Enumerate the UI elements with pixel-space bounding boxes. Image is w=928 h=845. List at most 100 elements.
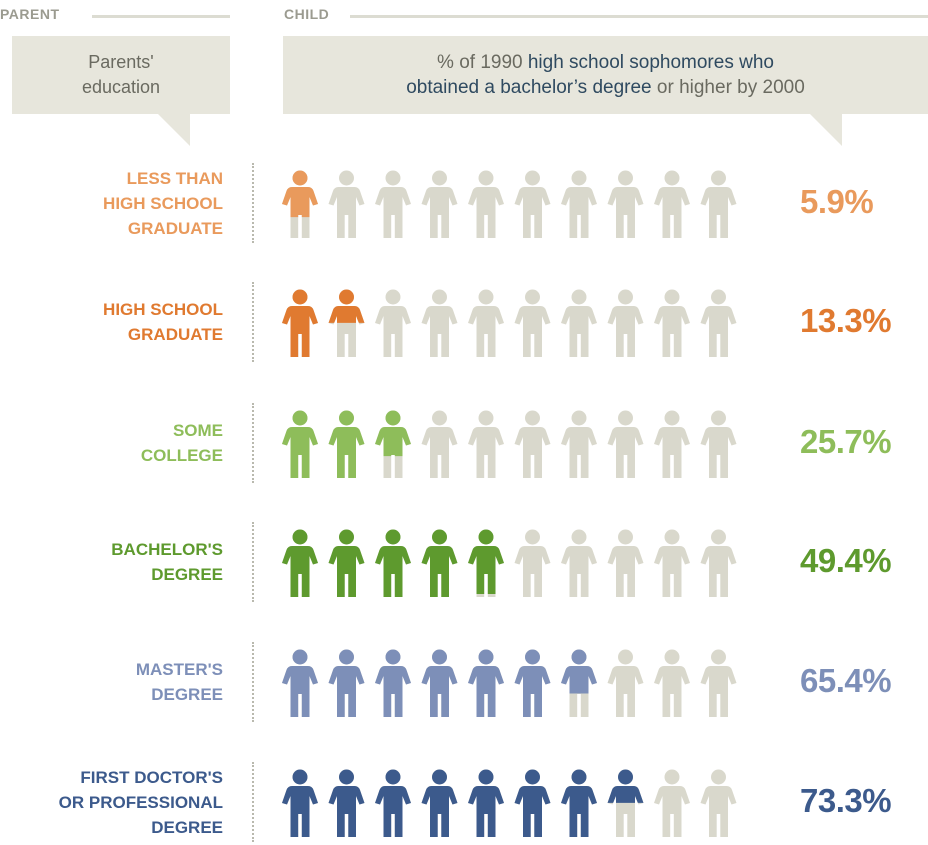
category-label-line: OR PROFESSIONAL (58, 792, 223, 812)
person-icon-fill (421, 649, 458, 717)
person-icon-fill (421, 529, 458, 597)
person-icon (607, 289, 644, 357)
person-icon (282, 410, 318, 478)
row-divider (252, 163, 254, 243)
person-icon (514, 529, 551, 597)
person-icon (514, 289, 551, 357)
icon-row (282, 649, 737, 717)
person-icon (468, 529, 504, 597)
value-label: 65.4% (800, 662, 892, 699)
row-divider (252, 403, 254, 483)
person-icon-fill (328, 289, 365, 323)
person-icon (468, 769, 504, 837)
value-label: 25.7% (800, 423, 892, 460)
person-icon (421, 769, 458, 837)
person-icon (561, 410, 597, 478)
icon-row (282, 289, 737, 357)
person-icon (282, 529, 318, 597)
person-icon (468, 170, 504, 238)
value-label: 13.3% (800, 302, 892, 339)
category-label: LESS THAN HIGH SCHOOL GRADUATE (0, 163, 223, 243)
person-icon-fill (375, 410, 411, 457)
category-label-line: SOME (172, 421, 223, 440)
value-label: 5.9% (800, 183, 874, 220)
category-label: MASTER'S DEGREE (0, 642, 223, 722)
person-icon-fill (514, 649, 551, 717)
category-label-line: HIGH SCHOOL (103, 300, 223, 319)
person-icon (328, 529, 365, 597)
child-bubble-text-plain-1: % of 1990 (437, 52, 528, 73)
row-divider (252, 522, 254, 602)
category-label-line: GRADUATE (127, 218, 223, 238)
row-divider (252, 282, 254, 362)
person-icon (561, 170, 597, 238)
icon-row (282, 410, 737, 478)
category-label-line: DEGREE (151, 817, 223, 837)
person-icon (700, 529, 737, 597)
person-icon (421, 289, 458, 357)
person-icon (654, 769, 690, 837)
person-icon (468, 649, 504, 717)
person-icon (607, 529, 644, 597)
person-icon-fill (468, 529, 504, 594)
person-icon (654, 529, 690, 597)
person-icon (514, 170, 551, 238)
person-icon (468, 410, 504, 478)
parent-bubble-tail (158, 114, 190, 146)
parent-header-label: PARENT (0, 6, 60, 22)
category-label: FIRST DOCTOR'S OR PROFESSIONAL DEGREE (0, 762, 223, 842)
person-icon (328, 649, 365, 717)
parent-bubble-line-2: education (81, 77, 161, 97)
person-icon (282, 769, 318, 837)
person-icon-fill (282, 170, 318, 218)
person-icon (468, 289, 504, 357)
person-icon (561, 289, 597, 357)
child-header-rule (350, 15, 928, 18)
person-icon-fill (375, 769, 411, 837)
person-icon-fill (375, 529, 411, 597)
person-icon (421, 410, 458, 478)
child-bubble-line-1: % of 1990 high school sophomores who (406, 50, 805, 75)
person-icon-fill (328, 410, 365, 478)
person-icon (654, 170, 690, 238)
person-icon (421, 649, 458, 717)
person-icon (514, 649, 551, 717)
value-label: 49.4% (800, 542, 892, 579)
child-bubble-text-plain-2: or higher by 2000 (651, 77, 805, 98)
person-icon (375, 769, 411, 837)
parent-bubble-line-1: Parents' (88, 52, 154, 72)
person-icon (607, 769, 644, 837)
person-icon-fill (607, 769, 644, 803)
parent-header-rule (92, 15, 230, 18)
row-divider (252, 762, 254, 842)
person-icon (561, 529, 597, 597)
person-icon-fill (328, 649, 365, 717)
person-icon (654, 410, 690, 478)
person-icon (328, 289, 365, 357)
category-label-line: LESS THAN (126, 168, 223, 188)
person-icon (375, 649, 411, 717)
person-icon (700, 170, 737, 238)
person-icon (328, 170, 365, 238)
person-icon (282, 649, 318, 717)
person-icon (375, 289, 411, 357)
category-label-line: GRADUATE (127, 325, 223, 344)
person-icon (561, 769, 597, 837)
category-label-line: HIGH SCHOOL (103, 193, 223, 213)
person-icon (421, 170, 458, 238)
person-icon-fill (468, 649, 504, 717)
person-icon (375, 170, 411, 238)
person-icon-fill (282, 289, 318, 357)
icon-row (282, 769, 737, 837)
child-header-label: CHILD (284, 6, 330, 22)
person-icon (421, 529, 458, 597)
child-bubble-tail (810, 114, 842, 146)
category-label-line: COLLEGE (140, 446, 223, 465)
category-label-line: DEGREE (151, 565, 223, 584)
person-icon (514, 410, 551, 478)
child-bubble-text-bold-1: high school sophomores who (527, 52, 774, 73)
row-divider (252, 642, 254, 722)
person-icon (561, 649, 597, 717)
person-icon (282, 170, 318, 238)
person-icon-fill (375, 649, 411, 717)
